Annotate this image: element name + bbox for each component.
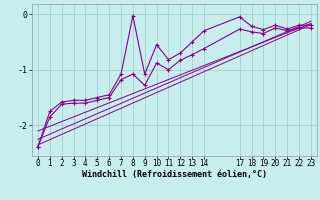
- X-axis label: Windchill (Refroidissement éolien,°C): Windchill (Refroidissement éolien,°C): [82, 170, 267, 179]
